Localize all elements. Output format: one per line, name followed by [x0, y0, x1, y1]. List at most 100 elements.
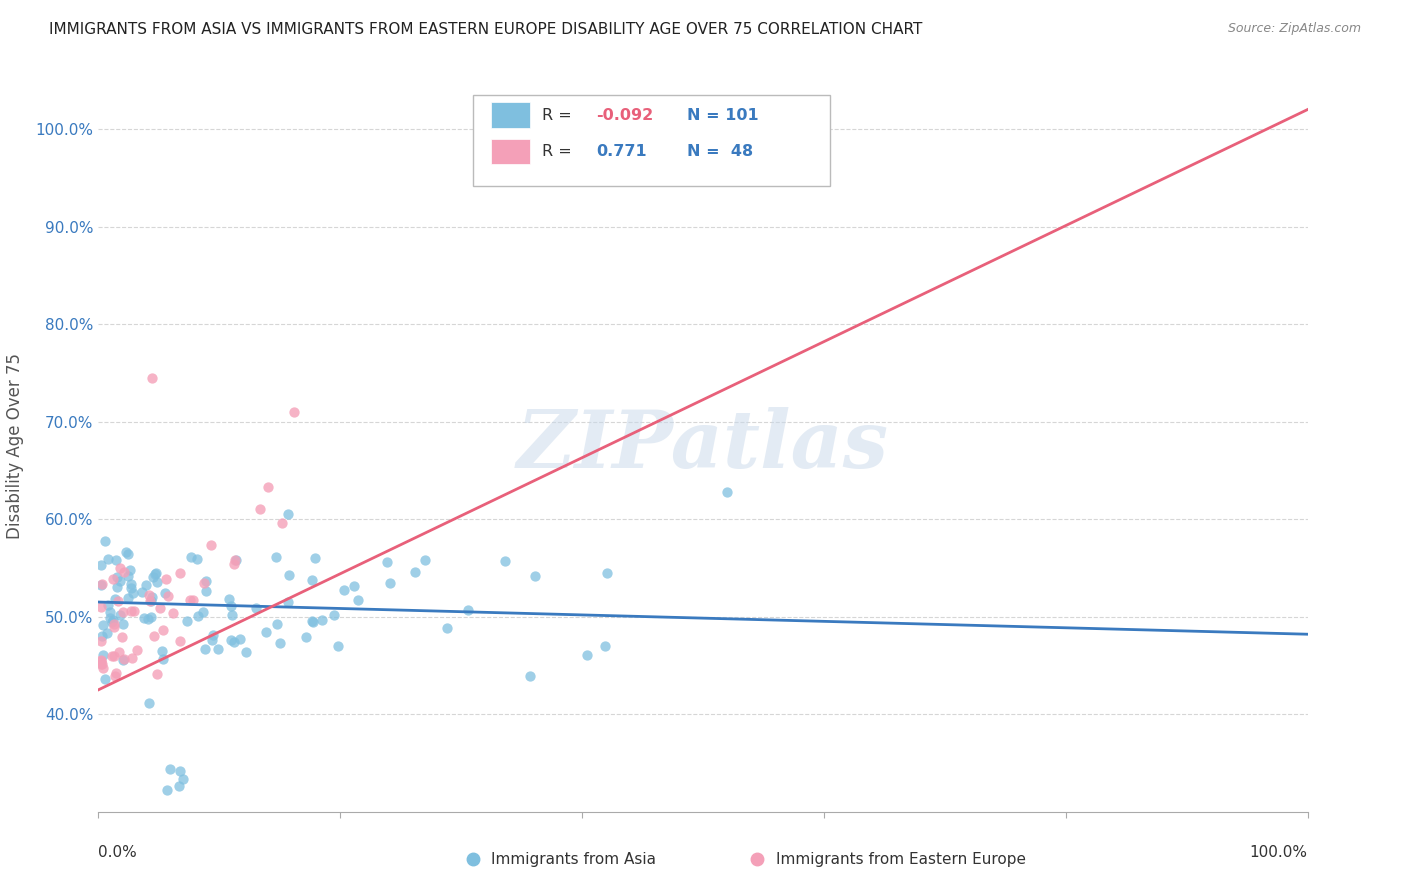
Point	[277, 507, 299, 521]
Point	[101, 648, 124, 663]
Point	[117, 547, 139, 561]
Point	[143, 629, 166, 643]
Text: Immigrants from Asia: Immigrants from Asia	[492, 852, 657, 867]
Text: 100.0%: 100.0%	[1250, 845, 1308, 860]
Point	[138, 612, 160, 626]
Point	[494, 554, 516, 568]
Point	[112, 652, 135, 666]
Point	[186, 552, 208, 566]
Point	[120, 577, 142, 591]
Point	[91, 629, 114, 643]
Point	[90, 653, 112, 667]
Point	[346, 593, 368, 607]
Text: R =: R =	[543, 145, 576, 159]
Point	[224, 553, 246, 567]
Point	[141, 590, 163, 604]
Point	[180, 549, 202, 564]
Point	[201, 633, 224, 648]
Point	[91, 576, 114, 591]
Point	[90, 657, 112, 672]
Point	[94, 672, 117, 686]
Point	[105, 580, 128, 594]
Point	[179, 592, 201, 607]
Point	[103, 669, 125, 683]
Point	[138, 589, 160, 603]
Point	[108, 644, 131, 658]
Point	[142, 569, 165, 583]
Point	[219, 599, 242, 614]
Point	[90, 654, 112, 668]
Point	[271, 516, 294, 530]
Y-axis label: Disability Age Over 75: Disability Age Over 75	[7, 353, 24, 539]
Point	[131, 585, 153, 599]
Point	[103, 648, 125, 663]
Point	[91, 648, 114, 662]
Point	[112, 565, 135, 579]
Point	[97, 552, 120, 566]
Point	[169, 779, 191, 793]
Point	[169, 764, 191, 778]
FancyBboxPatch shape	[492, 103, 530, 128]
Point	[152, 643, 174, 657]
Point	[96, 626, 118, 640]
Point	[283, 405, 305, 419]
Point	[332, 583, 354, 598]
Point	[141, 370, 163, 384]
Point	[302, 615, 325, 629]
Point	[169, 566, 191, 580]
Point	[593, 639, 616, 653]
Point	[254, 625, 277, 640]
Point	[98, 611, 121, 625]
Text: N =  48: N = 48	[688, 145, 754, 159]
Point	[200, 538, 222, 552]
Point	[596, 566, 619, 580]
Point	[145, 566, 167, 580]
Point	[304, 550, 326, 565]
Point	[97, 598, 120, 612]
Point	[90, 634, 112, 648]
Point	[98, 605, 121, 619]
Point	[117, 569, 139, 583]
Point	[101, 615, 124, 630]
Point	[224, 557, 246, 571]
Text: Immigrants from Eastern Europe: Immigrants from Eastern Europe	[776, 852, 1025, 867]
FancyBboxPatch shape	[492, 139, 530, 164]
Point	[112, 653, 135, 667]
Point	[224, 635, 246, 649]
Point	[249, 502, 271, 516]
Point	[90, 578, 112, 592]
Point	[193, 575, 215, 590]
Point	[187, 608, 209, 623]
Point	[138, 593, 160, 607]
Point	[266, 616, 288, 631]
Point	[524, 568, 547, 582]
Point	[157, 589, 180, 603]
Point	[169, 634, 191, 648]
Point	[375, 556, 398, 570]
Point	[194, 583, 217, 598]
Text: N = 101: N = 101	[688, 108, 759, 122]
Point	[576, 648, 599, 662]
Point	[103, 613, 125, 627]
FancyBboxPatch shape	[474, 95, 830, 186]
Point	[107, 594, 129, 608]
Point	[277, 595, 299, 609]
Point	[134, 611, 156, 625]
Point	[193, 606, 215, 620]
Text: 0.0%: 0.0%	[98, 845, 138, 860]
Point	[269, 636, 291, 650]
Point	[139, 609, 162, 624]
Point	[120, 563, 142, 577]
Point	[139, 594, 162, 608]
Point	[176, 614, 198, 628]
Point	[225, 553, 247, 567]
Point	[135, 578, 157, 592]
Point	[90, 600, 112, 615]
Point	[122, 604, 145, 618]
Point	[159, 762, 181, 776]
Point	[266, 550, 288, 565]
Point	[301, 574, 323, 588]
Point	[301, 614, 323, 628]
Point	[105, 665, 128, 680]
Point	[149, 601, 172, 615]
